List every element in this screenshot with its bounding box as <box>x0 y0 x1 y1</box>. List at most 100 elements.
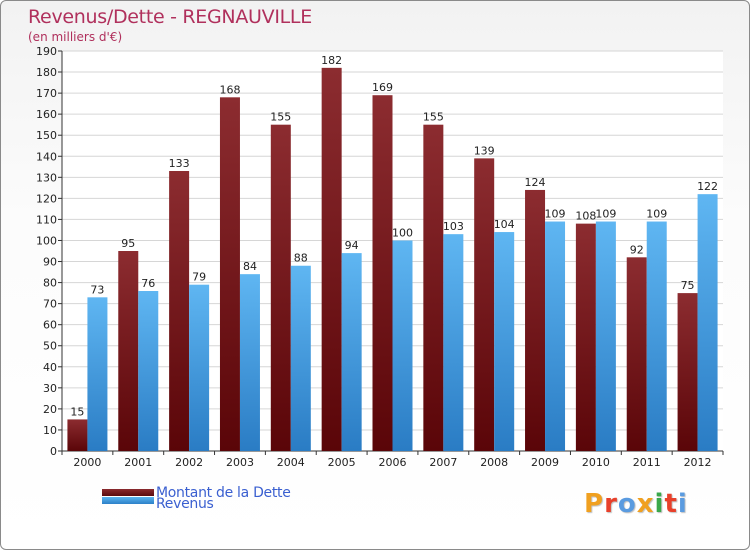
x-tick-label: 2004 <box>277 456 305 469</box>
y-tick-label: 50 <box>43 340 57 353</box>
bar-revenus <box>87 297 108 451</box>
x-tick-label: 2003 <box>226 456 254 469</box>
data-label-dette: 75 <box>681 279 695 292</box>
bar-revenus <box>392 240 413 451</box>
bar-dette <box>423 124 444 452</box>
data-label-dette: 124 <box>525 176 546 189</box>
chart-title: Revenus/Dette - REGNAUVILLE <box>28 6 312 28</box>
y-tick-label: 110 <box>36 213 57 226</box>
x-tick-label: 2011 <box>633 456 661 469</box>
y-tick-label: 190 <box>36 45 57 58</box>
bar-dette <box>372 95 393 452</box>
y-tick-label: 80 <box>43 277 57 290</box>
data-label-dette: 155 <box>423 111 444 124</box>
chart-subtitle: (en milliers d'€) <box>28 30 123 44</box>
y-tick-label: 0 <box>50 445 57 458</box>
x-tick-label: 2009 <box>531 456 559 469</box>
bar-revenus <box>494 232 515 451</box>
y-tick-label: 10 <box>43 424 57 437</box>
data-label-revenus: 122 <box>697 180 718 193</box>
y-tick-label: 170 <box>36 87 57 100</box>
data-label-revenus: 103 <box>443 220 464 233</box>
data-label-revenus: 109 <box>646 208 667 221</box>
y-tick-label: 60 <box>43 319 57 332</box>
logo-letter: i <box>677 489 688 519</box>
y-tick-label: 130 <box>36 171 57 184</box>
y-tick-label: 20 <box>43 403 57 416</box>
data-label-revenus: 104 <box>494 218 515 231</box>
data-label-revenus: 84 <box>243 260 257 273</box>
legend-swatch-revenus <box>102 497 154 504</box>
data-label-dette: 92 <box>630 243 644 256</box>
data-label-dette: 155 <box>270 111 291 124</box>
data-label-dette: 168 <box>219 83 240 96</box>
data-label-dette: 108 <box>575 210 596 223</box>
data-label-revenus: 79 <box>192 271 206 284</box>
data-label-dette: 15 <box>70 405 84 418</box>
y-tick-label: 90 <box>43 256 57 269</box>
bar-dette <box>626 257 647 451</box>
data-label-revenus: 94 <box>345 239 359 252</box>
bar-revenus <box>595 221 616 451</box>
x-tick-label: 2000 <box>73 456 101 469</box>
proxiti-logo: Proxiti <box>584 489 688 519</box>
bar-dette <box>525 189 546 451</box>
legend-label-revenus: Revenus <box>156 496 214 512</box>
y-tick-label: 140 <box>36 150 57 163</box>
y-tick-label: 180 <box>36 66 57 79</box>
x-tick-label: 2007 <box>429 456 457 469</box>
x-tick-label: 2006 <box>379 456 407 469</box>
data-label-revenus: 109 <box>595 208 616 221</box>
bar-dette <box>474 158 495 452</box>
data-label-revenus: 76 <box>141 277 155 290</box>
data-label-revenus: 100 <box>392 226 413 239</box>
x-tick-label: 2005 <box>328 456 356 469</box>
bar-dette <box>219 97 240 451</box>
data-label-dette: 139 <box>474 144 495 157</box>
data-label-dette: 182 <box>321 54 342 67</box>
x-tick-label: 2008 <box>480 456 508 469</box>
data-label-revenus: 109 <box>545 208 566 221</box>
data-label-dette: 169 <box>372 81 393 94</box>
bar-revenus <box>646 221 667 451</box>
bar-revenus <box>290 265 311 451</box>
logo-letter: r <box>604 489 618 519</box>
legend-swatch-dette <box>102 489 154 496</box>
bar-revenus <box>239 274 260 451</box>
y-tick-label: 30 <box>43 382 57 395</box>
y-tick-label: 70 <box>43 298 57 311</box>
bar-revenus <box>545 221 566 451</box>
bar-dette <box>321 67 342 451</box>
bar-dette <box>169 171 190 451</box>
y-tick-label: 120 <box>36 192 57 205</box>
data-label-dette: 95 <box>121 237 135 250</box>
logo-letter: x <box>636 489 655 519</box>
bar-dette <box>575 223 596 451</box>
bar-revenus <box>697 194 718 451</box>
y-tick-label: 40 <box>43 361 57 374</box>
data-label-revenus: 73 <box>90 283 104 296</box>
y-tick-label: 100 <box>36 234 57 247</box>
legend-label-dette: Montant de la Dette <box>156 485 291 501</box>
logo-letter: P <box>584 489 605 519</box>
logo-letter: t <box>664 489 678 519</box>
x-tick-label: 2002 <box>175 456 203 469</box>
x-tick-label: 2001 <box>124 456 152 469</box>
data-label-dette: 133 <box>169 157 190 170</box>
bar-revenus <box>189 284 210 451</box>
bar-revenus <box>443 234 464 451</box>
bar-dette <box>270 124 291 452</box>
y-tick-label: 160 <box>36 108 57 121</box>
x-tick-label: 2010 <box>582 456 610 469</box>
bar-revenus <box>138 291 159 451</box>
bar-dette <box>677 293 698 451</box>
logo-letter: i <box>654 489 665 519</box>
x-tick-label: 2012 <box>684 456 712 469</box>
bar-revenus <box>341 253 362 451</box>
data-label-revenus: 88 <box>294 252 308 265</box>
bar-dette <box>67 419 88 451</box>
bar-dette <box>118 251 139 451</box>
logo-letter: o <box>617 489 637 519</box>
